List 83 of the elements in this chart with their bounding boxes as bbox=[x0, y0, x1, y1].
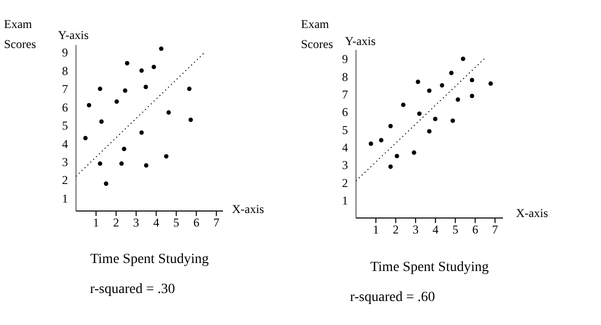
point bbox=[152, 64, 156, 70]
point bbox=[379, 138, 384, 142]
point bbox=[122, 146, 126, 152]
x-tick-label: 7 bbox=[213, 216, 220, 230]
point bbox=[440, 83, 444, 88]
x-tick-label: 5 bbox=[452, 222, 458, 237]
point bbox=[394, 154, 400, 158]
y-tick-label: 7 bbox=[62, 82, 68, 96]
x-tick-label: 6 bbox=[472, 222, 478, 237]
x-tick-label: 2 bbox=[113, 216, 120, 230]
y-tick-label: 2 bbox=[62, 173, 68, 188]
point bbox=[488, 81, 493, 86]
text: Y-axis bbox=[345, 34, 376, 49]
point bbox=[388, 164, 393, 169]
point bbox=[114, 99, 119, 104]
point bbox=[450, 118, 455, 123]
y-tick-label: 9 bbox=[62, 46, 68, 60]
point bbox=[119, 161, 124, 166]
point bbox=[166, 110, 171, 115]
point bbox=[164, 154, 168, 158]
x-tick-label: 4 bbox=[432, 222, 438, 237]
x-tick-label: 3 bbox=[412, 222, 419, 237]
y-tick-label: 7 bbox=[342, 87, 348, 102]
y-axis-title: Exam Scores bbox=[301, 16, 333, 53]
point bbox=[401, 102, 406, 108]
y-tick-label: 1 bbox=[342, 194, 348, 208]
x-tick-label: 6 bbox=[193, 216, 200, 230]
point bbox=[188, 118, 193, 122]
point bbox=[144, 163, 148, 168]
point bbox=[456, 97, 460, 102]
y-tick-label: 4 bbox=[62, 136, 68, 151]
y-tick-label: 9 bbox=[342, 52, 348, 66]
point bbox=[412, 150, 416, 155]
text: r-squared = .30 bbox=[90, 282, 175, 298]
x-tick-label: 4 bbox=[153, 216, 160, 230]
point bbox=[470, 94, 474, 98]
x-tick-label: 2 bbox=[392, 222, 399, 237]
y-tick-label: 5 bbox=[342, 122, 348, 137]
x-tick-label: 5 bbox=[173, 216, 180, 230]
y-tick-label: 8 bbox=[342, 70, 348, 84]
point bbox=[99, 119, 104, 124]
x-axis-title: Time Spent Studying bbox=[369, 260, 490, 276]
x-tick-label: 3 bbox=[133, 216, 140, 230]
x-tick-label: 1 bbox=[372, 222, 379, 237]
point bbox=[159, 46, 164, 51]
y-axis-title: Exam Scores bbox=[4, 16, 36, 53]
y-tick-label: 3 bbox=[342, 158, 348, 172]
point bbox=[433, 116, 438, 122]
point bbox=[83, 136, 88, 140]
point bbox=[144, 84, 148, 90]
point bbox=[139, 68, 144, 73]
point bbox=[187, 86, 192, 91]
text: X-axis bbox=[516, 206, 548, 221]
point bbox=[417, 111, 422, 116]
point bbox=[139, 130, 144, 135]
point bbox=[98, 86, 102, 91]
point bbox=[460, 56, 466, 62]
y-tick-label: 5 bbox=[62, 118, 68, 133]
y-tick-label: 8 bbox=[62, 64, 68, 78]
point bbox=[122, 88, 128, 93]
point bbox=[104, 181, 108, 186]
text: X-axis bbox=[232, 202, 264, 217]
point bbox=[86, 103, 92, 108]
y-tick-label: 6 bbox=[62, 100, 68, 114]
point bbox=[416, 80, 420, 84]
y-tick-label: 6 bbox=[342, 105, 348, 120]
point bbox=[124, 61, 130, 66]
x-tick-label: 7 bbox=[492, 222, 498, 237]
y-tick-label: 4 bbox=[342, 140, 348, 155]
point bbox=[427, 88, 432, 93]
y-tick-label: 1 bbox=[62, 191, 68, 206]
y-tick-label: 3 bbox=[62, 155, 68, 170]
y-tick-label: 2 bbox=[342, 176, 348, 190]
x-axis-title: Time Spent Studying bbox=[89, 252, 210, 268]
text: Y-axis bbox=[58, 28, 89, 43]
point bbox=[449, 70, 454, 76]
point bbox=[388, 124, 393, 128]
x-tick-label: 1 bbox=[93, 216, 100, 230]
point bbox=[470, 78, 474, 82]
point bbox=[98, 161, 102, 166]
point bbox=[427, 129, 432, 134]
point bbox=[368, 142, 374, 146]
text: r-squared = .60 bbox=[350, 290, 435, 306]
